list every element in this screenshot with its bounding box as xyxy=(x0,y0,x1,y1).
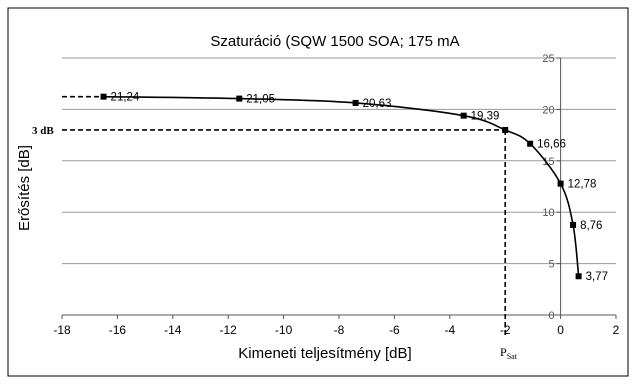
data-label: 8,76 xyxy=(580,220,602,232)
data-label: 12,78 xyxy=(568,179,597,191)
y-tick-label: 25 xyxy=(542,53,554,65)
chart-frame xyxy=(7,7,629,377)
x-tick-label: -18 xyxy=(53,323,71,337)
y-tick-label: 20 xyxy=(542,104,554,116)
y-tick-label: 0 xyxy=(548,310,554,322)
data-point xyxy=(236,95,243,102)
y-tick-label: 10 xyxy=(542,207,554,219)
chart-title: Szaturáció (SQW 1500 SOA; 175 mA xyxy=(210,33,459,50)
data-series xyxy=(100,93,582,280)
x-tick-label: -4 xyxy=(444,323,455,337)
data-point xyxy=(100,93,107,100)
x-axis-title: Kimeneti teljesítmény [dB] xyxy=(238,345,411,362)
x-tick-label: -14 xyxy=(164,323,182,337)
gain-3db-label: 3 dB xyxy=(32,125,54,137)
x-tick-label: -12 xyxy=(220,323,238,337)
x-tick-label: -6 xyxy=(389,323,400,337)
data-point xyxy=(352,99,359,106)
data-label: 21,05 xyxy=(246,94,275,106)
psat-subscript: Sat xyxy=(507,352,518,361)
data-point xyxy=(557,180,564,187)
data-point xyxy=(527,140,534,147)
psat-main: P xyxy=(500,345,507,359)
y-tick-label: 5 xyxy=(548,259,554,271)
y-tick-labels: 0 5 10 15 20 25 xyxy=(542,53,554,322)
grid-lines xyxy=(62,57,616,265)
x-tick-label: -8 xyxy=(334,323,345,337)
data-labels: 21,24 21,05 20,63 19,39 16,66 12,78 8,76 3,77 xyxy=(111,92,608,284)
x-tick-label: -10 xyxy=(275,323,293,337)
data-label: 19,39 xyxy=(471,111,500,123)
data-point xyxy=(575,273,582,280)
data-label: 3,77 xyxy=(586,271,608,283)
x-tick-label: 2 xyxy=(613,323,620,337)
data-point xyxy=(502,126,509,133)
x-tick-label: -16 xyxy=(109,323,127,337)
dashed-guides xyxy=(62,95,507,337)
y-axis-title: Erősítés [dB] xyxy=(16,145,33,231)
data-label: 20,63 xyxy=(363,98,392,110)
data-point xyxy=(460,112,467,119)
x-tick-label: 0 xyxy=(557,323,564,337)
psat-label: PSat xyxy=(500,345,518,361)
data-label: 16,66 xyxy=(537,139,566,151)
data-point xyxy=(570,221,577,228)
y-tick-label: 15 xyxy=(542,156,554,168)
data-label: 21,24 xyxy=(111,92,140,104)
